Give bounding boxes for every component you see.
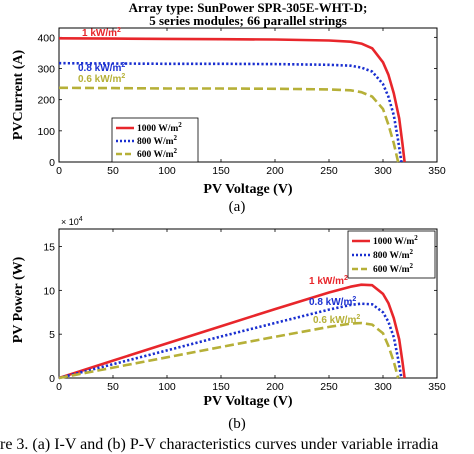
pv-x-tick-label: 200 (266, 381, 284, 393)
iv-legend: 1000 W/m2 800 W/m2 600 W/m2 (111, 117, 199, 163)
iv-y-tick-label: 100 (37, 126, 55, 138)
pv-legend-label-800: 800 W/m2 (373, 248, 414, 261)
pv-y-tick-label: 5 (49, 329, 55, 341)
subfigure-label-a: (a) (229, 199, 246, 215)
subfigure-label-b: (b) (228, 416, 246, 432)
pv-series (58, 283, 406, 380)
iv-x-tick-label: 350 (428, 165, 446, 177)
iv-annotation-06kw: 0.6 kW/m2 (78, 73, 125, 85)
chart-title-line-1: Array type: SunPower SPR-305E-WHT-D; (129, 0, 368, 15)
pv-legend: 1000 W/m2 800 W/m2 600 W/m2 (347, 230, 436, 279)
pv-x-tick-label: 150 (212, 381, 230, 393)
pv-y-exponent: × 104 (61, 216, 83, 227)
pv-series-line (58, 302, 403, 380)
pv-x-tick-label: 50 (107, 381, 119, 393)
pv-y-tick-label: 0 (49, 373, 55, 385)
pv-y-axis-label: PV Power (W) (11, 256, 26, 343)
pv-x-tick-label: 350 (428, 381, 446, 393)
pv-x-tick-label: 100 (158, 381, 176, 393)
iv-x-tick-label: 100 (158, 165, 176, 177)
iv-x-tick-label: 0 (56, 165, 62, 177)
iv-y-tick-label: 0 (49, 157, 55, 169)
figure-caption: re 3. (a) I-V and (b) P-V characteristic… (0, 436, 438, 453)
iv-series-line (58, 86, 400, 163)
pv-annotation-08kw: 0.8 kW/m2 (309, 296, 356, 308)
iv-plot-frame (58, 27, 438, 163)
pv-ticks: 0 50 100 150 200 250 300 350 0 5 10 15 (43, 229, 446, 393)
iv-x-axis-label: PV Voltage (V) (203, 182, 293, 197)
pv-plot-frame (58, 228, 438, 379)
iv-ticks: 0 50 100 150 200 250 300 350 0 100 200 300 400 (37, 28, 446, 177)
iv-annotation-08kw: 0.8 kW/m2 (78, 62, 125, 74)
pv-annotation-06kw: 0.6 kW/m2 (313, 314, 360, 326)
pv-y-tick-label: 10 (43, 285, 55, 297)
iv-legend-label-600: 600 W/m2 (137, 147, 178, 160)
iv-series-line (58, 37, 406, 163)
iv-y-axis-label: PVCurrent (A) (11, 50, 26, 141)
iv-x-tick-label: 250 (320, 165, 338, 177)
iv-y-tick-label: 300 (37, 64, 55, 76)
pv-x-axis-label: PV Voltage (V) (203, 394, 293, 409)
iv-legend-label-800: 800 W/m2 (137, 134, 178, 147)
chart-title-line-2: 5 series modules; 66 parallel strings (149, 13, 347, 28)
iv-y-tick-label: 400 (37, 32, 55, 44)
iv-y-tick-label: 200 (37, 95, 55, 107)
iv-x-tick-label: 50 (107, 165, 119, 177)
iv-x-tick-label: 300 (374, 165, 392, 177)
pv-x-tick-label: 300 (374, 381, 392, 393)
pv-annotation-1kw: 1 kW/m2 (309, 275, 348, 287)
pv-x-tick-label: 0 (56, 381, 62, 393)
iv-legend-label-1000: 1000 W/m2 (137, 121, 182, 134)
pv-chart: × 104 0 50 100 150 200 250 300 350 0 5 10 15 1 kW/m… (11, 216, 446, 432)
pv-y-tick-label: 15 (43, 242, 55, 254)
iv-x-tick-label: 150 (212, 165, 230, 177)
pv-legend-label-1000: 1000 W/m2 (373, 234, 418, 247)
pv-series-line (58, 321, 400, 380)
pv-series-line (58, 283, 406, 380)
iv-annotation-1kw: 1 kW/m2 (82, 27, 121, 39)
iv-x-tick-label: 200 (266, 165, 284, 177)
iv-series (58, 37, 406, 163)
pv-x-tick-label: 250 (320, 381, 338, 393)
pv-legend-label-600: 600 W/m2 (373, 262, 414, 275)
iv-chart: Array type: SunPower SPR-305E-WHT-D; 5 s… (11, 0, 446, 215)
